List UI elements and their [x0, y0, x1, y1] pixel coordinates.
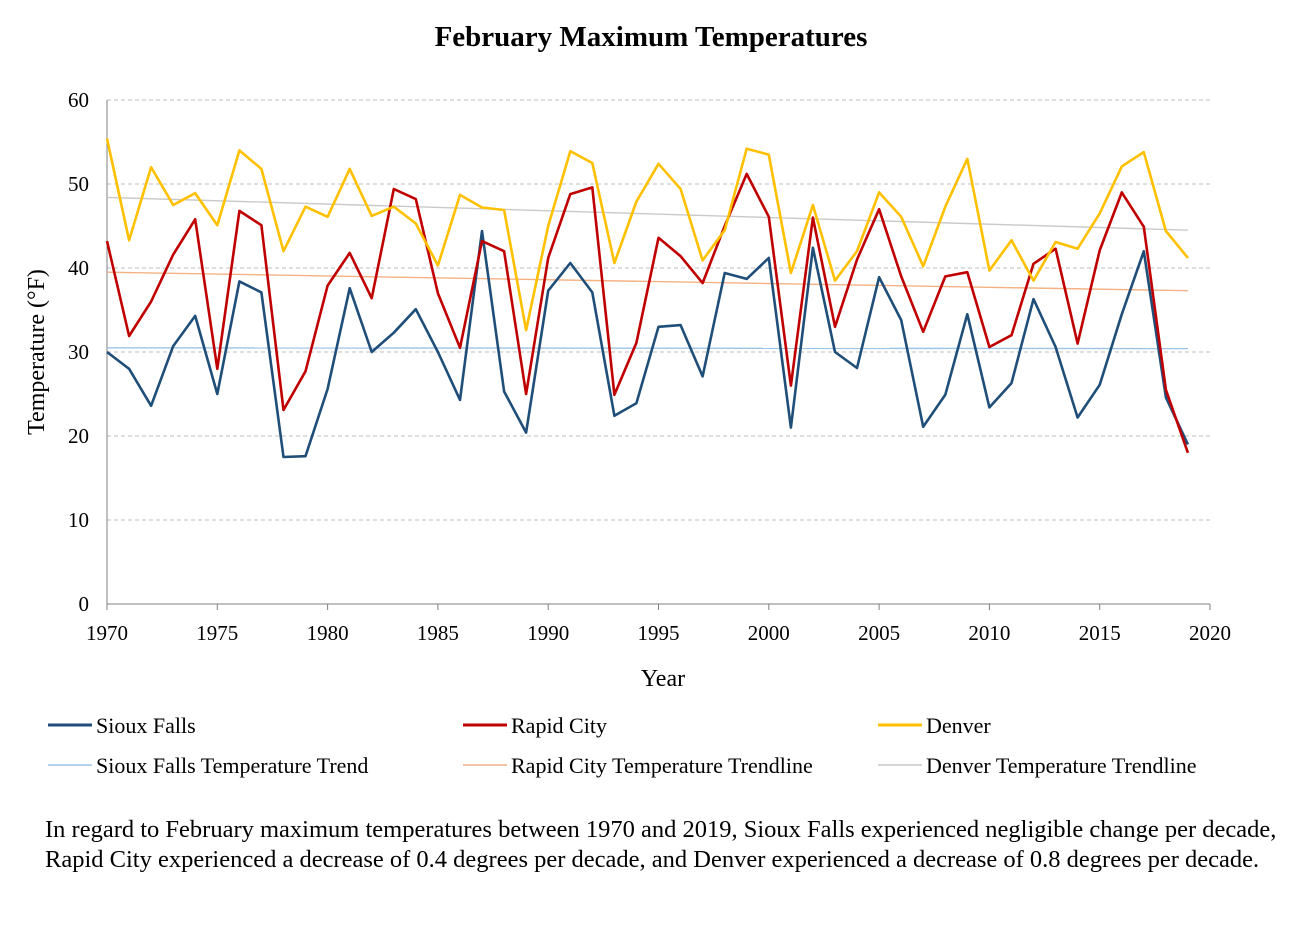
x-tick-label: 2010	[968, 621, 1010, 645]
x-tick-label: 1990	[527, 621, 569, 645]
x-tick-label: 1975	[196, 621, 238, 645]
x-tick-label: 2005	[858, 621, 900, 645]
axes: 0 10 20 30 40 50 60 1970 1975 1980 1985 1990 1995 200…	[68, 88, 1231, 645]
y-axis-label: Temperature (°F)	[24, 269, 50, 435]
sioux-falls-temperature-trend-line	[106, 347, 1188, 350]
chart-caption: In regard to February maximum temperatur…	[45, 816, 1277, 873]
y-tick-label: 50	[68, 172, 89, 196]
chart-title: February Maximum Temperatures	[435, 21, 868, 53]
y-tick-label: 30	[68, 340, 89, 364]
sioux-falls-line	[106, 229, 1190, 459]
x-tick-label: 1980	[307, 621, 349, 645]
legend-label-rapid-city: Rapid City	[511, 713, 607, 738]
y-tick-label: 40	[68, 256, 89, 280]
denver-line	[105, 138, 1189, 332]
x-tick-label: 2000	[748, 621, 790, 645]
line-chart: February Maximum Temperatures 0 10 20 30 40 5…	[24, 21, 1231, 778]
rapid-city-temperature-trendline-line	[106, 271, 1188, 292]
x-tick-label: 2015	[1079, 621, 1121, 645]
x-axis-label: Year	[641, 666, 685, 692]
x-tick-label: 2020	[1189, 621, 1231, 645]
trendlines	[106, 196, 1188, 350]
legend-label-denver: Denver	[926, 713, 991, 738]
legend: Sioux Falls Rapid City Denver Sioux Falls T…	[48, 713, 1197, 778]
denver-temperature-trendline-line	[106, 196, 1188, 231]
x-tick-label: 1985	[417, 621, 459, 645]
x-tick-label: 1970	[86, 621, 128, 645]
y-tick-label: 0	[79, 592, 90, 616]
x-tick-label: 1995	[638, 621, 680, 645]
legend-label-rapid-city-temperature-trendline: Rapid City Temperature Trendline	[511, 753, 813, 778]
data-series	[105, 138, 1190, 459]
legend-label-denver-temperature-trendline: Denver Temperature Trendline	[926, 753, 1197, 778]
y-tick-label: 60	[68, 88, 89, 112]
legend-label-sioux-falls: Sioux Falls	[96, 713, 196, 738]
rapid-city-line	[105, 172, 1190, 454]
legend-label-sioux-falls-temperature-trend: Sioux Falls Temperature Trend	[96, 753, 368, 778]
y-tick-label: 20	[68, 424, 89, 448]
y-tick-label: 10	[68, 508, 89, 532]
